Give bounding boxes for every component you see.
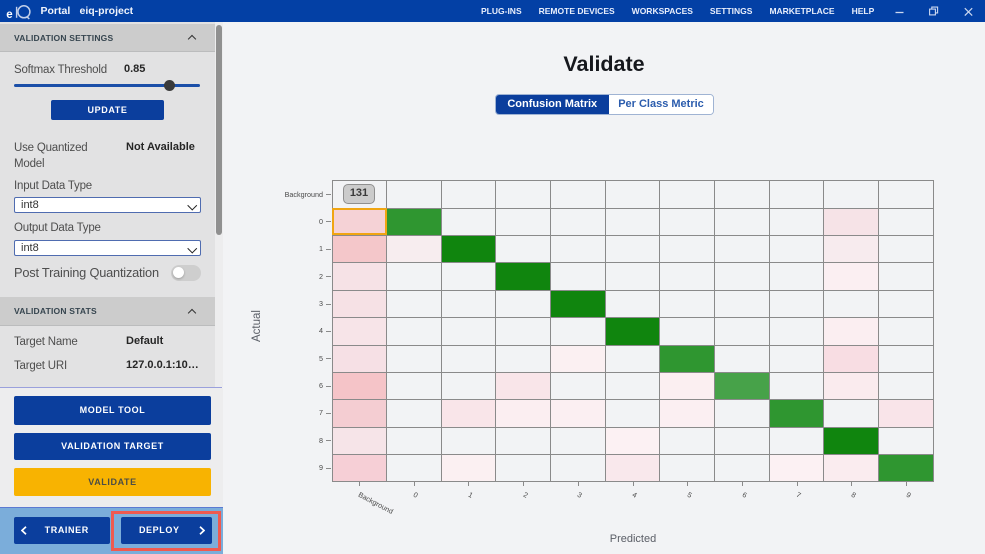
svg-text:e: e	[6, 9, 12, 21]
